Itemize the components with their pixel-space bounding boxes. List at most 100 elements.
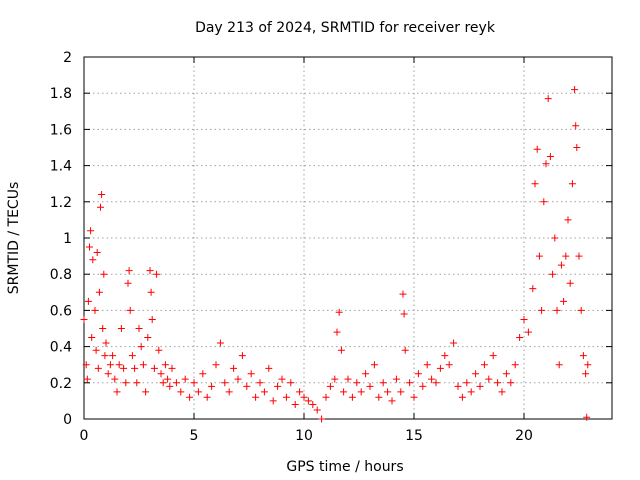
data-point xyxy=(489,352,497,360)
data-point xyxy=(142,388,150,396)
data-point xyxy=(388,397,396,405)
data-point xyxy=(260,388,268,396)
data-point xyxy=(104,370,112,378)
data-point xyxy=(300,393,308,401)
data-point xyxy=(238,352,246,360)
data-point xyxy=(282,393,290,401)
data-point xyxy=(399,290,407,298)
data-point xyxy=(86,243,93,251)
data-point xyxy=(333,328,341,336)
y-tick-label: 1 xyxy=(63,231,72,247)
y-tick-label: 1.8 xyxy=(50,86,72,102)
x-tick-label: 15 xyxy=(405,428,423,444)
data-point xyxy=(331,375,339,383)
data-point xyxy=(181,375,189,383)
data-point xyxy=(82,361,90,369)
data-point xyxy=(577,306,585,314)
data-point xyxy=(516,334,524,342)
data-point xyxy=(225,388,233,396)
data-point xyxy=(243,382,251,390)
data-point xyxy=(450,339,458,347)
data-point xyxy=(454,382,462,390)
data-point xyxy=(546,153,554,161)
data-point xyxy=(326,382,334,390)
data-points xyxy=(80,86,592,423)
data-point xyxy=(406,379,414,387)
data-point xyxy=(106,361,114,369)
data-point xyxy=(126,306,134,314)
data-point xyxy=(269,397,277,405)
data-point xyxy=(287,379,295,387)
data-point xyxy=(83,375,91,383)
data-point xyxy=(155,346,163,354)
data-point xyxy=(120,364,128,372)
data-point xyxy=(498,388,506,396)
data-point xyxy=(379,379,387,387)
data-point xyxy=(291,401,299,409)
data-point xyxy=(432,379,440,387)
data-point xyxy=(125,267,133,275)
data-point xyxy=(146,267,154,275)
data-point xyxy=(157,370,165,378)
y-tick-label: 2 xyxy=(63,50,72,66)
data-point xyxy=(531,180,539,188)
data-point xyxy=(533,145,541,153)
y-tick-label: 0.6 xyxy=(50,303,72,319)
data-point xyxy=(84,297,92,305)
data-point xyxy=(256,379,264,387)
data-point xyxy=(168,364,176,372)
data-point xyxy=(309,401,317,409)
data-point xyxy=(524,328,532,336)
data-point xyxy=(221,379,229,387)
data-point xyxy=(414,370,422,378)
axis-ticks: 0 5 10 15 20 0 0.2 0.4 0.6 0.8 1 1.2 1.4 1.6 1.8 2 xyxy=(50,50,612,444)
chart-title: Day 213 of 2024, SRMTID for receiver rey… xyxy=(195,20,496,36)
data-point xyxy=(458,393,466,401)
data-point xyxy=(568,180,576,188)
data-point xyxy=(139,361,147,369)
data-point xyxy=(278,375,286,383)
data-point xyxy=(150,364,158,372)
data-point xyxy=(148,315,156,323)
grid-lines xyxy=(84,57,612,419)
data-point xyxy=(400,310,408,318)
data-point xyxy=(566,279,574,287)
data-point xyxy=(216,339,224,347)
data-point xyxy=(164,375,172,383)
data-point xyxy=(234,375,242,383)
data-point xyxy=(423,361,431,369)
data-point xyxy=(555,361,563,369)
data-point xyxy=(476,382,484,390)
data-point xyxy=(194,388,202,396)
data-point xyxy=(428,375,436,383)
data-point xyxy=(159,379,167,387)
data-point xyxy=(562,252,570,260)
data-point xyxy=(97,203,104,211)
data-point xyxy=(190,379,198,387)
data-point xyxy=(485,375,493,383)
data-point xyxy=(375,393,383,401)
data-point xyxy=(557,261,565,269)
data-point xyxy=(480,361,488,369)
data-point xyxy=(441,352,449,360)
data-point xyxy=(199,370,207,378)
data-point xyxy=(357,388,365,396)
data-point xyxy=(392,375,400,383)
data-point xyxy=(540,198,548,206)
data-point xyxy=(109,352,117,360)
data-point xyxy=(177,388,185,396)
data-point xyxy=(161,361,169,369)
y-tick-label: 1.2 xyxy=(50,195,72,211)
data-point xyxy=(208,382,216,390)
data-point xyxy=(353,379,361,387)
data-point xyxy=(98,191,106,199)
data-point xyxy=(579,352,587,360)
y-tick-label: 0.4 xyxy=(50,340,72,356)
data-point xyxy=(384,388,392,396)
data-point xyxy=(117,325,125,332)
y-tick-label: 0 xyxy=(63,412,72,428)
data-point xyxy=(572,122,580,130)
data-point xyxy=(318,415,326,423)
data-point xyxy=(131,364,139,372)
data-point xyxy=(344,375,352,383)
